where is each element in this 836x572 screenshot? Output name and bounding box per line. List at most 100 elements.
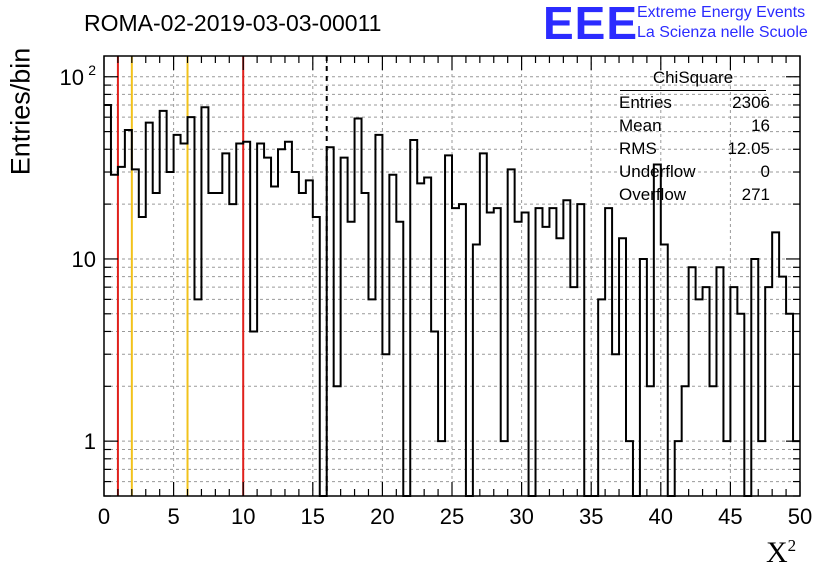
histogram-bin: [730, 287, 737, 496]
histogram-bin: [313, 217, 320, 496]
histogram-bin: [626, 441, 633, 496]
histogram-bin: [765, 287, 772, 496]
y-tick-label: 10: [60, 65, 84, 90]
histogram-bin: [758, 441, 765, 496]
histogram-bin: [689, 267, 696, 496]
stats-row-rms: RMS 12.05: [610, 137, 770, 160]
y-tick-label: 1: [84, 429, 96, 454]
histogram-bin: [285, 142, 292, 496]
histogram-bin: [118, 167, 125, 496]
x-tick-label: 5: [167, 504, 179, 529]
histogram-bin: [570, 287, 577, 496]
histogram-bin: [368, 299, 375, 496]
histogram-bin: [243, 142, 250, 496]
x-tick-label: 50: [788, 504, 812, 529]
histogram-bin: [640, 259, 647, 496]
histogram-bin: [278, 149, 285, 496]
x-tick-label: 45: [718, 504, 742, 529]
histogram-bin: [522, 212, 529, 496]
histogram-bin: [341, 158, 348, 496]
histogram-bin: [494, 208, 501, 496]
histogram-bin: [229, 204, 236, 496]
chart-title: ROMA-02-2019-03-03-00011: [84, 10, 382, 36]
histogram-bin: [222, 153, 229, 496]
stats-label: RMS: [619, 139, 657, 158]
histogram-bin: [737, 314, 744, 496]
x-tick-label: 0: [98, 504, 110, 529]
histogram-bin: [661, 245, 668, 496]
histogram-bin: [779, 277, 786, 496]
histogram-bin: [327, 147, 334, 496]
histogram-bin: [612, 354, 619, 496]
stats-value: 16: [751, 116, 770, 135]
histogram-bin: [111, 175, 118, 496]
histogram-bin: [139, 217, 146, 496]
histogram-bin: [459, 204, 466, 496]
stats-value: 12.05: [727, 139, 770, 158]
histogram-bin: [250, 331, 257, 496]
stats-row-mean: Mean 16: [610, 114, 770, 137]
y-tick-label: 10: [72, 247, 96, 272]
histogram-bin: [257, 144, 264, 496]
histogram-bin: [348, 222, 355, 496]
stats-value: 2306: [732, 93, 770, 112]
histogram-bin: [703, 287, 710, 496]
histogram-bin: [188, 117, 195, 496]
histogram-bin: [487, 212, 494, 496]
histogram-bin: [438, 441, 445, 496]
histogram-bin: [194, 299, 201, 496]
histogram-bin: [410, 140, 417, 496]
stats-label: Underflow: [619, 162, 696, 181]
histogram-bin: [654, 164, 661, 496]
histogram-bin: [396, 222, 403, 496]
histogram-bin: [473, 245, 480, 496]
histogram-bin: [598, 299, 605, 496]
histogram-bin: [696, 299, 703, 496]
histogram-bin: [647, 386, 654, 496]
stats-label: Mean: [619, 116, 662, 135]
histogram-bin: [236, 144, 243, 496]
histogram-bin: [201, 107, 208, 496]
x-tick-label: 35: [579, 504, 603, 529]
stats-label: Entries: [619, 93, 672, 112]
histogram-bin: [153, 193, 160, 496]
x-tick-label: 15: [301, 504, 325, 529]
histogram-bin: [556, 238, 563, 496]
histogram-bin: [181, 144, 188, 496]
histogram-bin: [786, 314, 793, 496]
histogram-bin: [292, 172, 299, 496]
histogram-bin: [675, 441, 682, 496]
logo-line-2: La Scienza nelle Scuole: [637, 24, 808, 41]
histogram-line: [104, 103, 800, 497]
histogram-bin: [536, 208, 543, 496]
histogram-bin: [772, 232, 779, 496]
stats-box: ChiSquare Entries 2306 Mean 16 RMS 12.05 Un…: [610, 68, 770, 206]
histogram-bin: [508, 169, 515, 496]
histogram-bin: [605, 208, 612, 496]
histogram-bin: [132, 169, 139, 496]
histogram-bin: [751, 259, 758, 496]
histogram-bin: [104, 105, 111, 496]
eee-logo: EEE: [543, 0, 639, 49]
histogram-bin: [174, 135, 181, 496]
histogram-bin: [208, 193, 215, 496]
stats-value: 0: [760, 162, 770, 181]
histogram-bin: [125, 130, 132, 496]
stats-value: 271: [741, 185, 770, 204]
histogram-bin: [334, 386, 341, 496]
histogram-bin: [723, 441, 730, 496]
histogram-bin: [716, 267, 723, 496]
x-axis-label: X2: [766, 536, 796, 570]
histogram-bin: [382, 354, 389, 496]
histogram-bin: [375, 135, 382, 496]
x-tick-label: 25: [440, 504, 464, 529]
histogram-bin: [424, 177, 431, 496]
histogram-bin: [306, 180, 313, 496]
histogram-bin: [355, 119, 362, 496]
histogram-bin: [417, 183, 424, 496]
histogram-bin: [389, 175, 396, 496]
histogram-bin: [710, 386, 717, 496]
logo-line-1: Extreme Energy Events: [637, 4, 806, 21]
